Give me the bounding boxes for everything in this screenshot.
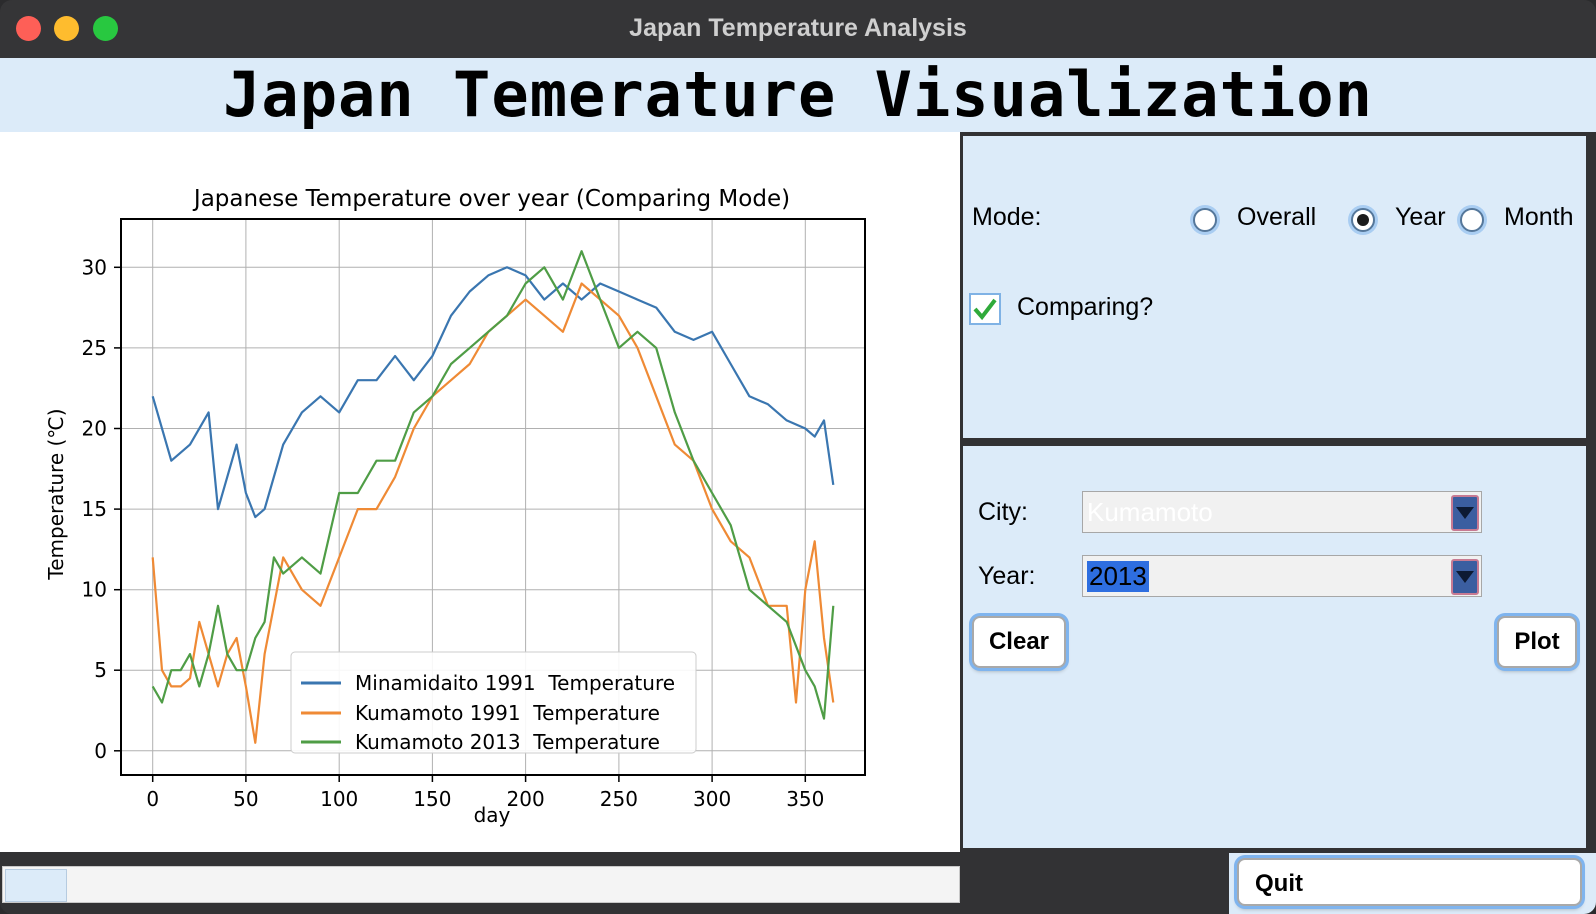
checkmark-icon: [973, 298, 997, 321]
quit-button[interactable]: Quit: [1237, 858, 1582, 906]
chart-panel: 0 50 100 150 200 250 300 350 0 5 10 15 20 25 30 Japan…: [0, 132, 960, 852]
legend-label-1: Minamidaito 1991 Temperature: [355, 671, 675, 695]
y-tick-label: 20: [82, 417, 107, 441]
mode-panel: Mode: Overall Year Month Comparing?: [963, 136, 1586, 438]
year-field[interactable]: 2013: [1087, 561, 1149, 592]
legend-label-3: Kumamoto 2013 Temperature: [355, 730, 660, 754]
x-tick-label: 200: [507, 787, 545, 811]
query-panel: City: Kumamoto Year: 2013 Clear Plot: [963, 446, 1586, 848]
y-axis: 0 5 10 15 20 25 30: [82, 255, 121, 763]
x-axis: 0 50 100 150 200 250 300 350: [146, 775, 824, 811]
minimize-window-button[interactable]: [54, 16, 79, 41]
temperature-chart: 0 50 100 150 200 250 300 350 0 5 10 15 20 25 30 Japan…: [44, 186, 866, 827]
series-line-3: [151, 250, 835, 720]
x-tick-label: 100: [320, 787, 358, 811]
mode-overall-label[interactable]: Overall: [1237, 203, 1317, 231]
mode-month-radio[interactable]: [1460, 208, 1484, 232]
app-header: Japan Temerature Visualization: [0, 58, 1596, 132]
close-window-button[interactable]: [16, 16, 41, 41]
y-tick-label: 15: [82, 497, 107, 521]
chart-title: Japanese Temperature over year (Comparin…: [192, 186, 790, 212]
city-label: City:: [978, 498, 1028, 526]
legend-box: [290, 651, 697, 754]
series-lines: [151, 250, 835, 744]
plot-button[interactable]: Plot: [1497, 616, 1577, 668]
page-title: Japan Temerature Visualization: [223, 58, 1373, 131]
year-combobox[interactable]: 2013: [1082, 555, 1482, 597]
horizontal-scrollbar[interactable]: [2, 866, 960, 903]
mode-overall-radio[interactable]: [1193, 208, 1217, 232]
y-axis-label: Temperature (℃): [44, 408, 68, 580]
y-tick-label: 10: [82, 578, 107, 602]
legend-label-2: Kumamoto 1991 Temperature: [355, 701, 660, 725]
scrollbar-thumb[interactable]: [5, 869, 67, 902]
mode-year-label[interactable]: Year: [1395, 203, 1446, 231]
plot-frame: [120, 218, 866, 776]
title-bar: Japan Temperature Analysis: [0, 0, 1596, 58]
city-combobox[interactable]: Kumamoto: [1082, 491, 1482, 533]
y-tick-label: 0: [94, 739, 107, 763]
x-tick-label: 250: [600, 787, 638, 811]
city-field[interactable]: Kumamoto: [1087, 497, 1213, 527]
year-dropdown-arrow-icon[interactable]: [1451, 559, 1479, 595]
mode-label: Mode:: [972, 203, 1042, 231]
comparing-checkbox[interactable]: [969, 293, 1001, 325]
series-line-1: [151, 266, 835, 519]
x-tick-label: 350: [786, 787, 824, 811]
zoom-window-button[interactable]: [93, 16, 118, 41]
legend: Minamidaito 1991 Temperature Kumamoto 19…: [290, 651, 697, 754]
mode-month-label[interactable]: Month: [1504, 203, 1574, 231]
x-axis-label: day: [474, 803, 511, 827]
comparing-label[interactable]: Comparing?: [1017, 293, 1154, 321]
window-title: Japan Temperature Analysis: [629, 14, 967, 42]
year-label: Year:: [978, 562, 1036, 590]
city-dropdown-arrow-icon[interactable]: [1451, 495, 1479, 531]
x-tick-label: 150: [413, 787, 451, 811]
x-tick-label: 300: [693, 787, 731, 811]
mode-year-radio[interactable]: [1351, 208, 1375, 232]
y-tick-label: 25: [82, 336, 107, 360]
x-tick-label: 50: [233, 787, 258, 811]
x-tick-label: 0: [146, 787, 159, 811]
y-tick-label: 30: [82, 255, 107, 279]
y-tick-label: 5: [94, 658, 107, 682]
clear-button[interactable]: Clear: [972, 616, 1066, 668]
